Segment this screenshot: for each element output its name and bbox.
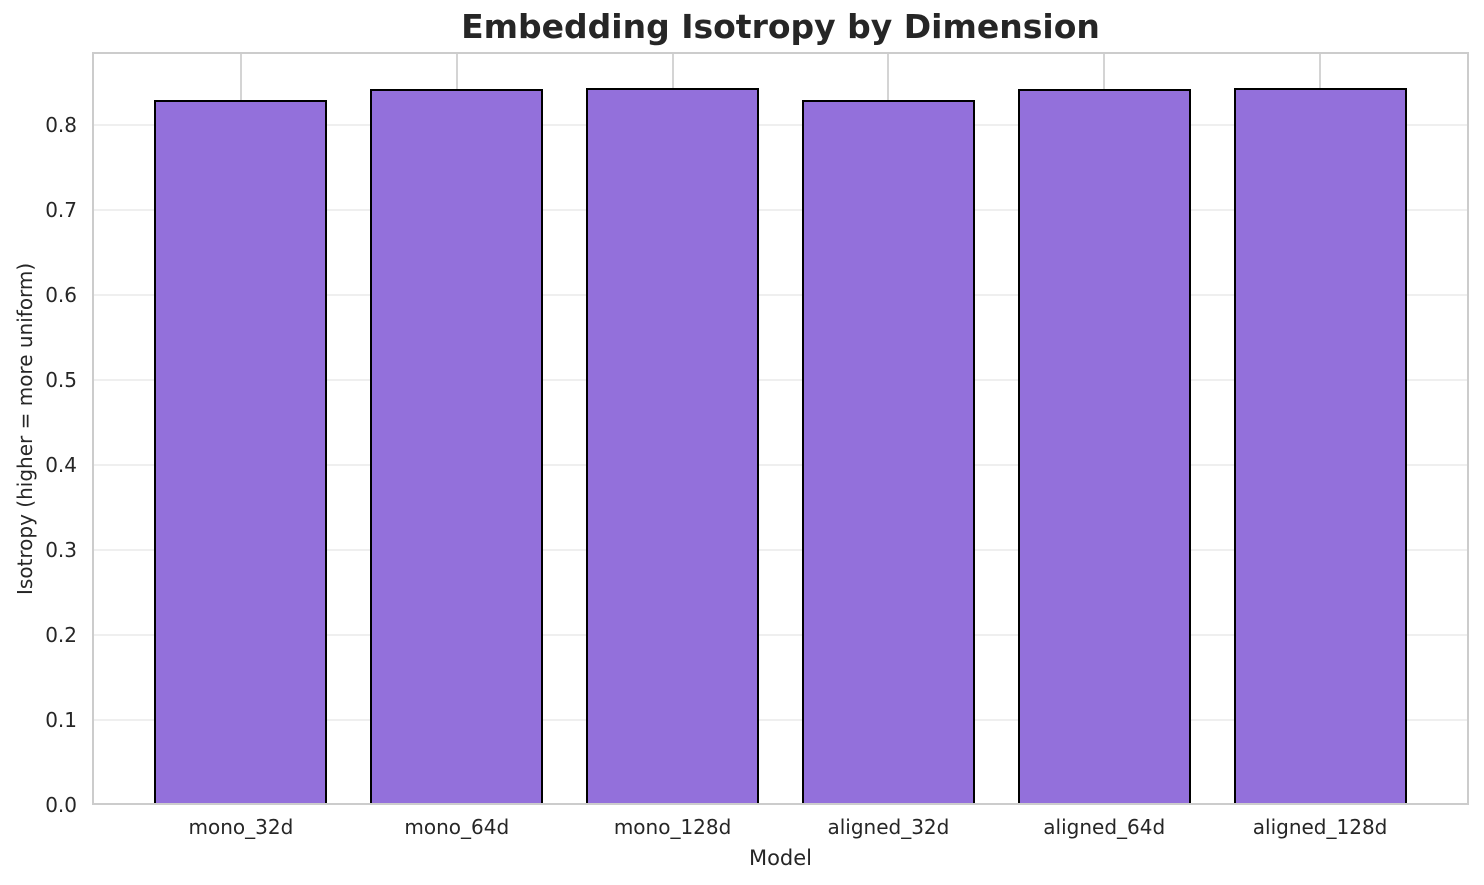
x-tick-label: mono_32d	[188, 815, 294, 839]
y-gridline	[92, 464, 1469, 467]
x-tick-label: aligned_128d	[1252, 815, 1388, 839]
y-tick-label: 0.4	[45, 453, 77, 478]
y-tick-label: 0.3	[45, 538, 77, 563]
bar-aligned_32d	[802, 100, 975, 805]
y-gridline	[92, 294, 1469, 297]
y-gridline	[92, 379, 1469, 382]
y-tick-label: 0.5	[45, 368, 77, 393]
bar-mono_64d	[370, 89, 543, 805]
y-tick-label: 0.2	[45, 623, 77, 648]
y-gridline	[92, 634, 1469, 637]
bar-mono_32d	[154, 100, 327, 805]
plot-area	[92, 52, 1469, 805]
bar-mono_128d	[586, 88, 759, 805]
y-tick-label: 0.0	[45, 793, 77, 817]
y-gridline	[92, 549, 1469, 552]
y-gridline	[92, 209, 1469, 212]
y-tick-label: 0.7	[45, 198, 77, 223]
x-tick-label: aligned_64d	[1043, 815, 1166, 839]
x-tick-label: mono_64d	[404, 815, 510, 839]
y-gridline	[92, 719, 1469, 721]
y-axis-label: Isotropy (higher = more uniform)	[13, 262, 37, 595]
y-tick-label: 0.8	[45, 113, 77, 138]
bar-aligned_128d	[1234, 88, 1407, 805]
y-tick-label: 0.1	[45, 708, 77, 732]
bar-aligned_64d	[1018, 89, 1191, 805]
x-axis-label: Model	[748, 846, 813, 870]
chart-title: Embedding Isotropy by Dimension	[461, 7, 1100, 46]
x-tick-label: mono_128d	[613, 815, 732, 839]
y-tick-label: 0.6	[45, 283, 77, 308]
y-gridline	[92, 124, 1469, 127]
x-tick-label: aligned_32d	[827, 815, 950, 839]
